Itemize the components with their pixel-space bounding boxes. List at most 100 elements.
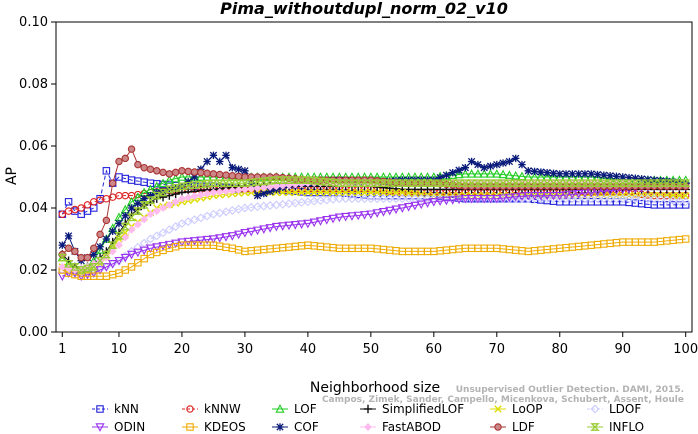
point-odin xyxy=(460,194,470,204)
point-cof xyxy=(455,166,463,174)
point-inflo xyxy=(189,181,200,189)
legend-label-fastabod: FastABOD xyxy=(382,420,441,434)
point-fastabod xyxy=(196,191,205,199)
point-odin xyxy=(126,250,137,260)
point-cof xyxy=(581,170,589,178)
point-cof xyxy=(108,227,117,235)
point-loop xyxy=(316,188,325,197)
point-inflo xyxy=(554,179,565,188)
point-inflo xyxy=(636,179,647,188)
point-inflo xyxy=(485,179,496,188)
point-fastabod xyxy=(272,182,281,191)
point-odin xyxy=(196,236,206,246)
point-ldof xyxy=(530,194,540,204)
point-odin xyxy=(492,194,502,204)
legend-item-simplifiedlof: SimplifiedLOF xyxy=(360,402,464,416)
point-lof xyxy=(460,169,470,178)
point-odin xyxy=(561,191,571,200)
point-fastabod xyxy=(171,197,180,206)
point-loop xyxy=(669,191,677,200)
point-loop xyxy=(411,190,419,198)
point-cof xyxy=(260,189,268,198)
point-inflo xyxy=(605,179,615,188)
point-odin xyxy=(422,199,433,208)
point-ldof xyxy=(397,194,407,204)
legend-marker-knn xyxy=(96,405,104,413)
series-inflo xyxy=(57,176,691,274)
point-inflo xyxy=(655,179,666,188)
point-knnw xyxy=(90,198,98,206)
point-ldof xyxy=(586,194,596,204)
point-cof xyxy=(253,191,262,200)
legend-label-odin: ODIN xyxy=(114,420,145,434)
point-kdeos xyxy=(134,259,142,267)
point-cof xyxy=(449,168,457,177)
legend-item-odin: ODIN xyxy=(92,420,145,434)
point-odin xyxy=(511,193,521,202)
point-odin xyxy=(259,225,269,234)
credit-line-1: Unsupervised Outlier Detection. DAMI, 20… xyxy=(456,385,684,395)
point-ldf xyxy=(203,169,211,178)
point-odin xyxy=(359,211,370,220)
point-inflo xyxy=(57,253,68,262)
point-odin xyxy=(139,246,149,256)
point-odin xyxy=(284,221,294,231)
point-inflo xyxy=(139,201,149,209)
point-inflo xyxy=(63,259,74,268)
point-ldof xyxy=(378,194,388,204)
point-odin xyxy=(435,197,445,207)
point-cof xyxy=(593,170,602,179)
point-inflo xyxy=(170,184,181,192)
x-tick-label: 40 xyxy=(300,342,317,357)
point-ldof xyxy=(536,194,546,204)
point-ldf xyxy=(134,160,142,169)
x-tick-label: 1 xyxy=(58,342,66,357)
point-loop xyxy=(341,188,350,197)
point-inflo xyxy=(536,179,546,188)
point-loop xyxy=(373,188,381,197)
point-knnw xyxy=(58,210,67,218)
point-inflo xyxy=(133,207,143,215)
point-cof xyxy=(115,219,123,228)
legend-marker-fastabod xyxy=(364,423,372,431)
plot-area: 0.00 0.02 0.04 0.06 0.08 0.10 1 10 20 30 40 50 60 70 8… xyxy=(19,15,698,357)
point-fastabod xyxy=(127,225,136,234)
point-ldof xyxy=(133,242,143,252)
point-cof xyxy=(637,175,646,183)
point-odin xyxy=(341,212,351,222)
point-inflo xyxy=(573,179,584,188)
point-inflo xyxy=(378,179,389,188)
point-odin xyxy=(347,212,357,221)
point-ldof xyxy=(674,196,684,206)
point-loop xyxy=(354,188,362,197)
point-ldf xyxy=(209,170,218,178)
point-lof xyxy=(164,175,174,184)
point-cof xyxy=(234,165,243,173)
legend-item-fastabod: FastABOD xyxy=(360,420,441,434)
point-fastabod xyxy=(165,200,174,209)
point-cof xyxy=(486,162,495,170)
point-loop xyxy=(398,188,407,197)
point-inflo xyxy=(303,176,313,184)
point-ldof xyxy=(385,194,395,204)
point-knn xyxy=(64,198,73,206)
point-knn xyxy=(102,167,111,175)
legend-item-lof: LOF xyxy=(272,402,317,416)
point-inflo xyxy=(158,188,168,197)
point-inflo xyxy=(662,179,672,188)
legend-marker-loop xyxy=(494,405,502,413)
point-cof xyxy=(656,177,665,185)
point-cof xyxy=(530,167,539,176)
point-odin xyxy=(372,209,382,218)
point-ldf xyxy=(215,170,224,179)
point-odin xyxy=(133,248,143,258)
point-odin xyxy=(529,191,540,201)
point-inflo xyxy=(510,179,521,188)
point-ldf xyxy=(197,168,205,177)
point-inflo xyxy=(460,179,471,188)
point-cof xyxy=(58,241,66,249)
point-ldof xyxy=(649,194,659,204)
point-inflo xyxy=(340,179,351,188)
legend-item-ldf: LDF xyxy=(490,420,535,434)
series-ldof xyxy=(57,194,691,278)
